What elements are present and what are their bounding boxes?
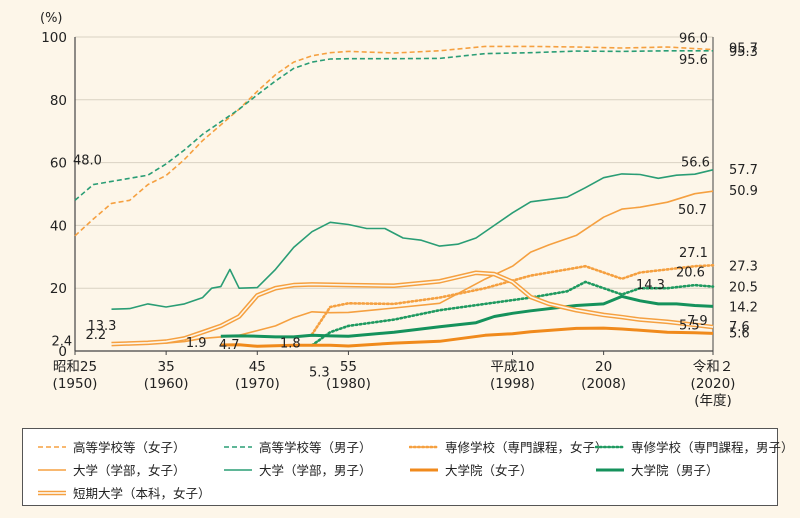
series-lines [74, 45, 715, 348]
legend-item-高等学校等-女子: 高等学校等（女子） [37, 437, 186, 456]
chart-legend: 高等学校等（女子） 高等学校等（男子） 専修学校（専門課程，女子） 専修学校（専門課程… [22, 428, 794, 506]
series-line-専修学校-専門課程-男子 [310, 280, 715, 347]
data-label-50-9: 50.9 [729, 184, 758, 199]
x-tick-label-2-1: (1970) [235, 376, 280, 392]
legend-label: 高等学校等（男子） [259, 440, 372, 455]
data-label-4-7: 4.7 [219, 338, 240, 353]
y-tick-40: 40 [50, 218, 67, 234]
data-label-50-7: 50.7 [678, 203, 707, 218]
y-axis-label: (%) [40, 11, 63, 26]
data-label-96-0: 96.0 [679, 32, 708, 47]
data-labels: 48.0 13.3 2.4 2.2 4.7 1.9 5.3 1.8 96.0 95.7 95.6 95… [51, 32, 757, 381]
data-label-5-3: 5.3 [309, 365, 330, 380]
x-tick-label-2-0: 45 [249, 359, 266, 375]
legend-item-専修学校-専門課程-女子: 専修学校（専門課程，女子） [409, 437, 608, 456]
x-tick-labels: 昭和25(1950) 35(1960) 45(1970) 55(1980) 平成10(1… [53, 359, 736, 409]
legend-item-高等学校等-男子: 高等学校等（男子） [223, 437, 372, 456]
data-label-95-6: 95.6 [679, 53, 708, 68]
legend-label: 専修学校（専門課程，女子） [445, 440, 608, 455]
x-tick-label-5-0: 20 [595, 359, 612, 375]
legend-swatch [224, 445, 252, 448]
x-tick-label-0-1: (1950) [53, 376, 98, 392]
legend-swatch [38, 490, 66, 495]
data-label-27-3: 27.3 [729, 259, 758, 274]
y-tick-80: 80 [50, 93, 67, 109]
x-tick-label-3-1: (1980) [326, 376, 371, 392]
x-tick-label-6-2: (年度) [694, 393, 732, 409]
legend-item-大学院-男子: 大学院（男子） [595, 460, 719, 479]
data-label-1-9: 1.9 [186, 336, 207, 351]
data-label-20-5: 20.5 [729, 281, 758, 296]
legend-swatch [409, 445, 439, 448]
data-label-48-0: 48.0 [73, 153, 102, 168]
legend-label: 大学（学部，男子） [259, 463, 372, 478]
y-tick-100: 100 [41, 30, 67, 46]
x-tick-label-3-0: 55 [340, 359, 357, 375]
legend-swatch [38, 445, 66, 448]
y-tick-0: 0 [58, 344, 67, 360]
x-tick-label-6-1: (2020) [691, 376, 736, 392]
data-label-95-7: 95.7 [729, 42, 758, 57]
legend-label: 短期大学（本科，女子） [73, 486, 211, 501]
legend-item-専修学校-専門課程-男子: 専修学校（専門課程，男子） [595, 437, 794, 456]
x-tick-label-4-1: (1998) [490, 376, 535, 392]
x-tick-label-5-1: (2008) [581, 376, 626, 392]
data-label-13-3: 13.3 [87, 319, 116, 334]
legend-swatch [596, 468, 624, 471]
data-label-56-6: 56.6 [681, 155, 710, 170]
data-label-20-6: 20.6 [676, 265, 705, 280]
data-label-14-2: 14.2 [729, 300, 758, 315]
data-label-2-4: 2.4 [51, 334, 72, 349]
data-label-5-6: 5.6 [729, 326, 750, 341]
legend-label: 高等学校等（女子） [73, 440, 186, 455]
legend-label: 大学院（女子） [445, 463, 533, 478]
data-label-14-3: 14.3 [636, 278, 665, 293]
x-tick-label-1-0: 35 [158, 359, 175, 375]
legend-item-短期大学-本科-女子: 短期大学（本科，女子） [37, 483, 211, 502]
legend-item-大学-学部-女子: 大学（学部，女子） [37, 460, 186, 479]
data-label-2-2: 2.2 [85, 328, 106, 343]
legend-item-大学院-女子: 大学院（女子） [409, 460, 533, 479]
series-line-短期大学-本科-女子-inner [111, 272, 714, 345]
x-tick-label-1-1: (1960) [144, 376, 189, 392]
data-label-57-7: 57.7 [729, 163, 758, 178]
legend-label: 大学院（男子） [631, 463, 719, 478]
series-line-専修学校-専門課程-女子 [310, 264, 715, 336]
series-line-高等学校等-男子 [74, 50, 713, 201]
series-line-高等学校等-女子 [74, 45, 714, 237]
x-tick-label-6-0: 令和２ [693, 359, 734, 375]
y-tick-20: 20 [50, 281, 67, 297]
data-label-27-1: 27.1 [679, 246, 708, 261]
legend-label: 専修学校（専門課程，男子） [631, 440, 794, 455]
legend-swatch [410, 468, 438, 471]
data-label-1-8: 1.8 [280, 336, 301, 351]
series-line-大学-学部-女子 [111, 190, 714, 345]
legend-swatch [224, 468, 252, 471]
legend-item-大学-学部-男子: 大学（学部，男子） [223, 460, 372, 479]
x-tick-label-4-0: 平成10 [490, 359, 534, 375]
series-line-大学院-男子 [220, 294, 714, 339]
data-label-95-3: 95.3 [729, 45, 758, 60]
data-label-7-6: 7.6 [729, 320, 750, 335]
legend-swatch [38, 468, 66, 471]
legend-swatch [595, 445, 625, 448]
data-label-7-9: 7.9 [687, 314, 708, 329]
data-label-5-5: 5.5 [679, 319, 700, 334]
legend-label: 大学（学部，女子） [73, 463, 186, 478]
x-tick-label-0-0: 昭和25 [53, 359, 97, 375]
series-line-大学-学部-男子 [111, 169, 714, 310]
y-tick-labels: 0 20 40 60 80 100 [41, 30, 67, 360]
series-line-大学院-女子 [220, 326, 714, 348]
y-tick-60: 60 [50, 156, 67, 172]
